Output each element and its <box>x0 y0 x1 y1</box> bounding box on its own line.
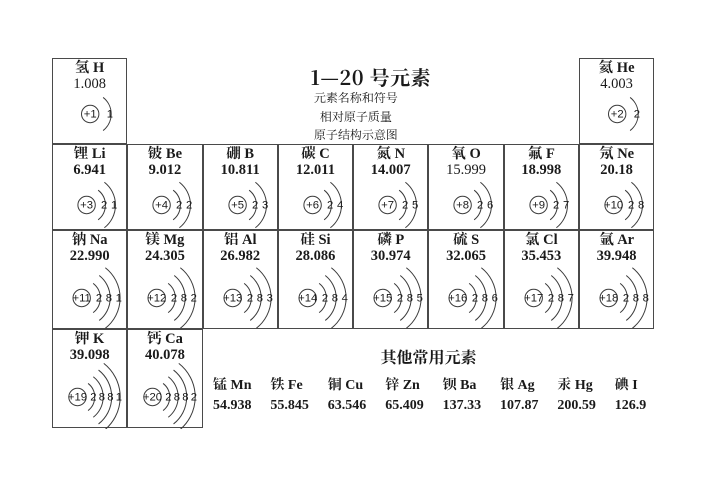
svg-text:6: 6 <box>492 292 498 304</box>
svg-text:2: 2 <box>191 292 197 304</box>
svg-text:2: 2 <box>553 199 559 211</box>
svg-text:7: 7 <box>567 292 573 304</box>
svg-text:8: 8 <box>183 391 189 403</box>
svg-text:+14: +14 <box>298 292 317 304</box>
svg-text:2: 2 <box>548 292 554 304</box>
svg-text:+8: +8 <box>457 199 470 211</box>
svg-text:2: 2 <box>477 199 483 211</box>
svg-text:1: 1 <box>116 292 122 304</box>
svg-text:+7: +7 <box>381 199 394 211</box>
svg-text:4: 4 <box>337 199 343 211</box>
svg-text:+19: +19 <box>68 391 87 403</box>
svg-text:2: 2 <box>251 199 257 211</box>
svg-text:2: 2 <box>472 292 478 304</box>
svg-text:+3: +3 <box>80 199 93 211</box>
svg-text:2: 2 <box>186 199 192 211</box>
svg-text:2: 2 <box>176 199 182 211</box>
svg-text:8: 8 <box>332 292 338 304</box>
svg-text:2: 2 <box>171 292 177 304</box>
svg-text:2: 2 <box>628 199 634 211</box>
svg-text:2: 2 <box>327 199 333 211</box>
svg-text:8: 8 <box>482 292 488 304</box>
svg-text:+2: +2 <box>611 108 624 120</box>
svg-text:8: 8 <box>643 292 649 304</box>
svg-text:+10: +10 <box>604 199 623 211</box>
svg-text:+16: +16 <box>449 292 468 304</box>
svg-text:2: 2 <box>402 199 408 211</box>
svg-text:2: 2 <box>397 292 403 304</box>
svg-text:8: 8 <box>638 199 644 211</box>
svg-text:2: 2 <box>246 292 252 304</box>
svg-text:+17: +17 <box>524 292 543 304</box>
svg-text:+1: +1 <box>84 108 97 120</box>
svg-text:5: 5 <box>417 292 423 304</box>
svg-text:2: 2 <box>90 391 96 403</box>
svg-text:8: 8 <box>256 292 262 304</box>
svg-text:8: 8 <box>174 391 180 403</box>
svg-text:5: 5 <box>412 199 418 211</box>
svg-text:1: 1 <box>107 108 113 120</box>
svg-text:+5: +5 <box>231 199 244 211</box>
svg-text:2: 2 <box>191 391 197 403</box>
svg-text:2: 2 <box>166 391 172 403</box>
svg-text:6: 6 <box>487 199 493 211</box>
svg-text:7: 7 <box>563 199 569 211</box>
svg-text:2: 2 <box>623 292 629 304</box>
svg-text:+12: +12 <box>147 292 166 304</box>
svg-text:8: 8 <box>407 292 413 304</box>
svg-text:8: 8 <box>107 391 113 403</box>
svg-text:3: 3 <box>262 199 268 211</box>
svg-text:+9: +9 <box>532 199 545 211</box>
svg-text:8: 8 <box>99 391 105 403</box>
svg-text:2: 2 <box>96 292 102 304</box>
svg-text:+18: +18 <box>599 292 618 304</box>
svg-text:8: 8 <box>106 292 112 304</box>
svg-text:+11: +11 <box>73 292 91 304</box>
svg-text:2: 2 <box>322 292 328 304</box>
svg-text:8: 8 <box>181 292 187 304</box>
svg-text:2: 2 <box>634 108 640 120</box>
svg-text:4: 4 <box>341 292 347 304</box>
svg-text:1: 1 <box>116 391 122 403</box>
svg-text:1: 1 <box>111 199 117 211</box>
svg-text:+4: +4 <box>155 199 168 211</box>
svg-text:+15: +15 <box>373 292 392 304</box>
svg-text:+20: +20 <box>143 391 162 403</box>
svg-text:3: 3 <box>266 292 272 304</box>
svg-text:+13: +13 <box>223 292 242 304</box>
svg-text:+6: +6 <box>306 199 319 211</box>
svg-text:8: 8 <box>557 292 563 304</box>
svg-text:8: 8 <box>633 292 639 304</box>
svg-text:2: 2 <box>101 199 107 211</box>
